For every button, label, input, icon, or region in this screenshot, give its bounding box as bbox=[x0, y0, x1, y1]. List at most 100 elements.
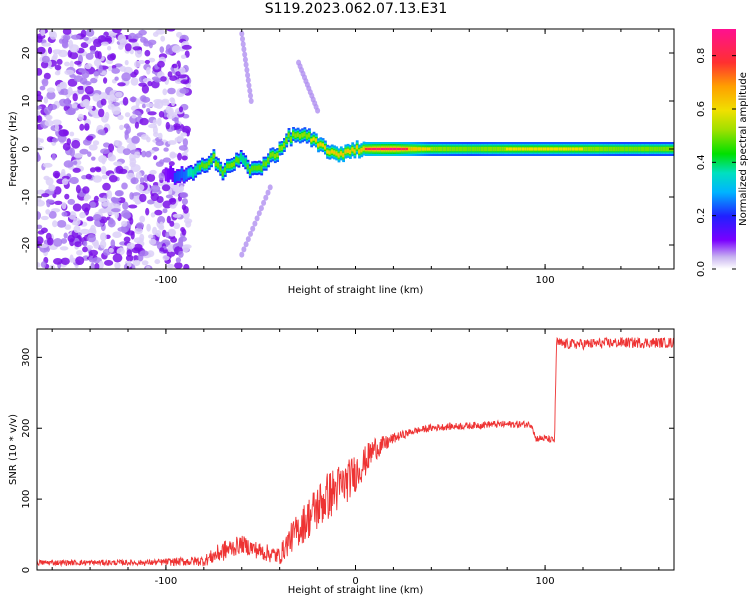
ridge-cell bbox=[230, 162, 234, 168]
noise-blob bbox=[82, 81, 92, 86]
noise-blob bbox=[182, 138, 188, 147]
noise-blob bbox=[101, 174, 108, 180]
noise-blob bbox=[85, 173, 92, 180]
ridge-cell bbox=[212, 153, 216, 159]
ridge-cell bbox=[207, 160, 211, 166]
noise-blob bbox=[109, 175, 118, 183]
ridge-cell bbox=[480, 146, 484, 152]
ridge-cell bbox=[633, 146, 637, 152]
ridge-cell bbox=[239, 153, 243, 161]
noise-blob bbox=[65, 97, 71, 107]
ridge-cell bbox=[503, 146, 507, 152]
ridge-cell bbox=[349, 150, 352, 154]
ridge-cell bbox=[173, 172, 177, 183]
noise-blob bbox=[52, 220, 58, 228]
noise-blob bbox=[137, 112, 142, 118]
noise-blob bbox=[85, 105, 94, 110]
noise-blob bbox=[63, 160, 74, 168]
ridge-cell bbox=[344, 150, 348, 153]
noise-blob bbox=[156, 117, 162, 127]
ridge-cell bbox=[251, 166, 254, 171]
ridge-cell bbox=[176, 171, 179, 182]
noise-blob bbox=[100, 232, 107, 242]
noise-blob bbox=[116, 247, 125, 256]
noise-blob bbox=[141, 84, 149, 94]
noise-blob bbox=[37, 230, 45, 235]
noise-blob bbox=[167, 140, 177, 145]
ridge-cell bbox=[506, 147, 509, 151]
noise-blob bbox=[141, 103, 146, 109]
noise-blob bbox=[177, 152, 182, 161]
bottom-x-tick-label: 0 bbox=[352, 576, 358, 587]
noise-blob bbox=[141, 260, 149, 266]
ridge-cell bbox=[624, 146, 628, 152]
noise-blob bbox=[146, 136, 151, 143]
noise-blob bbox=[136, 222, 144, 229]
ridge-cell bbox=[471, 146, 475, 152]
noise-blob bbox=[37, 94, 44, 101]
ridge-cell bbox=[328, 151, 332, 154]
ridge-cell bbox=[521, 147, 525, 151]
noise-blob bbox=[91, 156, 96, 161]
noise-blob bbox=[121, 72, 131, 82]
top-y-tick-label: -20 bbox=[21, 237, 32, 253]
noise-blob bbox=[169, 203, 177, 209]
noise-blob bbox=[183, 263, 190, 269]
noise-blob bbox=[148, 123, 158, 129]
noise-blob bbox=[61, 168, 66, 176]
noise-blob bbox=[82, 186, 90, 194]
noise-blob bbox=[148, 234, 154, 239]
noise-blob bbox=[118, 44, 124, 50]
ridge-cell bbox=[608, 146, 612, 152]
noise-blob bbox=[61, 178, 69, 186]
noise-blob bbox=[107, 103, 115, 110]
ridge-cell bbox=[517, 147, 521, 151]
ridge-cell bbox=[569, 147, 573, 151]
noise-blob bbox=[162, 208, 168, 214]
ridge-cell bbox=[273, 153, 277, 159]
ridge-cell bbox=[319, 143, 323, 146]
ridge-cell bbox=[178, 171, 182, 182]
ridge-cell bbox=[571, 147, 575, 151]
noise-blob bbox=[48, 104, 58, 110]
ridge-cell bbox=[494, 146, 498, 152]
noise-blob bbox=[117, 114, 124, 121]
ridge-cell bbox=[426, 147, 430, 151]
ridge-cell bbox=[537, 147, 541, 151]
noise-blob bbox=[112, 29, 122, 34]
ridge-peak bbox=[401, 147, 405, 151]
noise-blob bbox=[76, 250, 83, 256]
noise-blob bbox=[134, 49, 143, 58]
noise-blob bbox=[166, 215, 171, 224]
noise-blob bbox=[163, 147, 169, 152]
noise-blob bbox=[180, 132, 188, 137]
noise-blob bbox=[74, 60, 82, 65]
streak-blob bbox=[243, 61, 249, 68]
noise-blob bbox=[129, 192, 134, 200]
streak-blob bbox=[242, 56, 248, 63]
noise-blob bbox=[54, 200, 63, 205]
noise-blob bbox=[94, 50, 100, 59]
ridge-cell bbox=[606, 146, 609, 152]
noise-blob bbox=[90, 77, 98, 84]
noise-blob bbox=[46, 91, 56, 100]
noise-blob bbox=[97, 129, 106, 135]
noise-blob bbox=[92, 257, 102, 264]
noise-blob bbox=[80, 228, 90, 235]
noise-blob bbox=[119, 65, 127, 72]
noise-blob bbox=[46, 87, 56, 93]
noise-blob bbox=[135, 98, 140, 107]
noise-blob bbox=[110, 196, 117, 203]
ridge-cell bbox=[578, 147, 582, 151]
ridge-cell bbox=[576, 147, 580, 151]
noise-blob bbox=[155, 229, 162, 237]
ridge-cell bbox=[603, 146, 607, 152]
noise-blob bbox=[125, 254, 134, 262]
noise-blob bbox=[41, 193, 50, 198]
noise-blob bbox=[121, 220, 128, 227]
ridge-peak bbox=[374, 147, 377, 151]
noise-blob bbox=[139, 117, 149, 126]
noise-blob bbox=[161, 100, 170, 106]
noise-blob bbox=[122, 201, 129, 210]
noise-blob bbox=[178, 67, 186, 75]
